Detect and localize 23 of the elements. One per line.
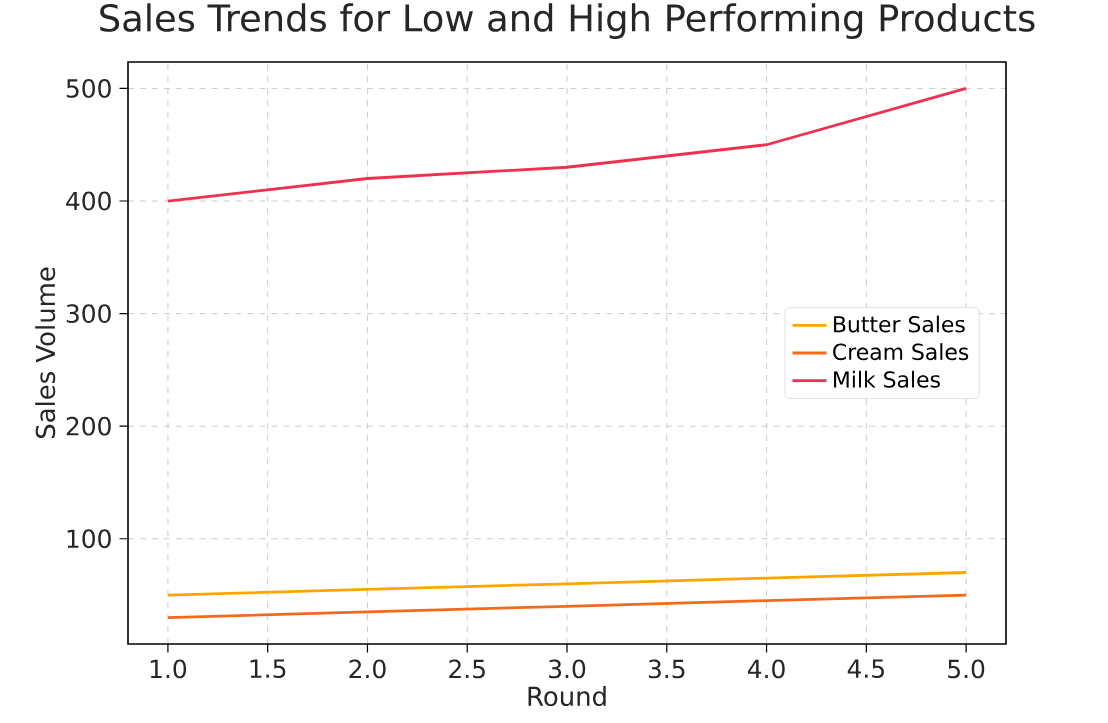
line-series	[166, 571, 968, 597]
y-axis-title: Sales Volume	[35, 267, 56, 439]
x-tick-label: 4.0	[747, 659, 785, 679]
legend-label: Butter Sales	[834, 315, 965, 333]
x-tick-label: 2.5	[449, 659, 485, 679]
x-tick-label: 3.5	[648, 659, 685, 679]
x-tick-label: 4.5	[847, 659, 884, 679]
y-tick-label: 300	[66, 304, 111, 324]
legend-label: Cream Sales	[833, 343, 969, 361]
legend-label: Milk Sales	[834, 370, 940, 388]
x-tick-label: 2.0	[349, 659, 386, 679]
x-tick-label: 3.0	[549, 659, 586, 679]
x-axis-title: Round	[528, 686, 606, 707]
y-tick-label: 200	[66, 416, 111, 436]
y-tick-label: 500	[66, 79, 111, 98]
x-tick-label: 1.5	[250, 659, 286, 679]
y-tick-label: 100	[67, 529, 111, 549]
line-series	[166, 593, 968, 619]
x-tick-label: 1.0	[150, 659, 187, 679]
line-series	[166, 87, 968, 203]
y-tick-label: 400	[66, 191, 111, 211]
chart-title: Sales Trends for Low and High Performing Products	[100, 3, 1035, 39]
x-tick-label: 5.0	[948, 659, 985, 679]
